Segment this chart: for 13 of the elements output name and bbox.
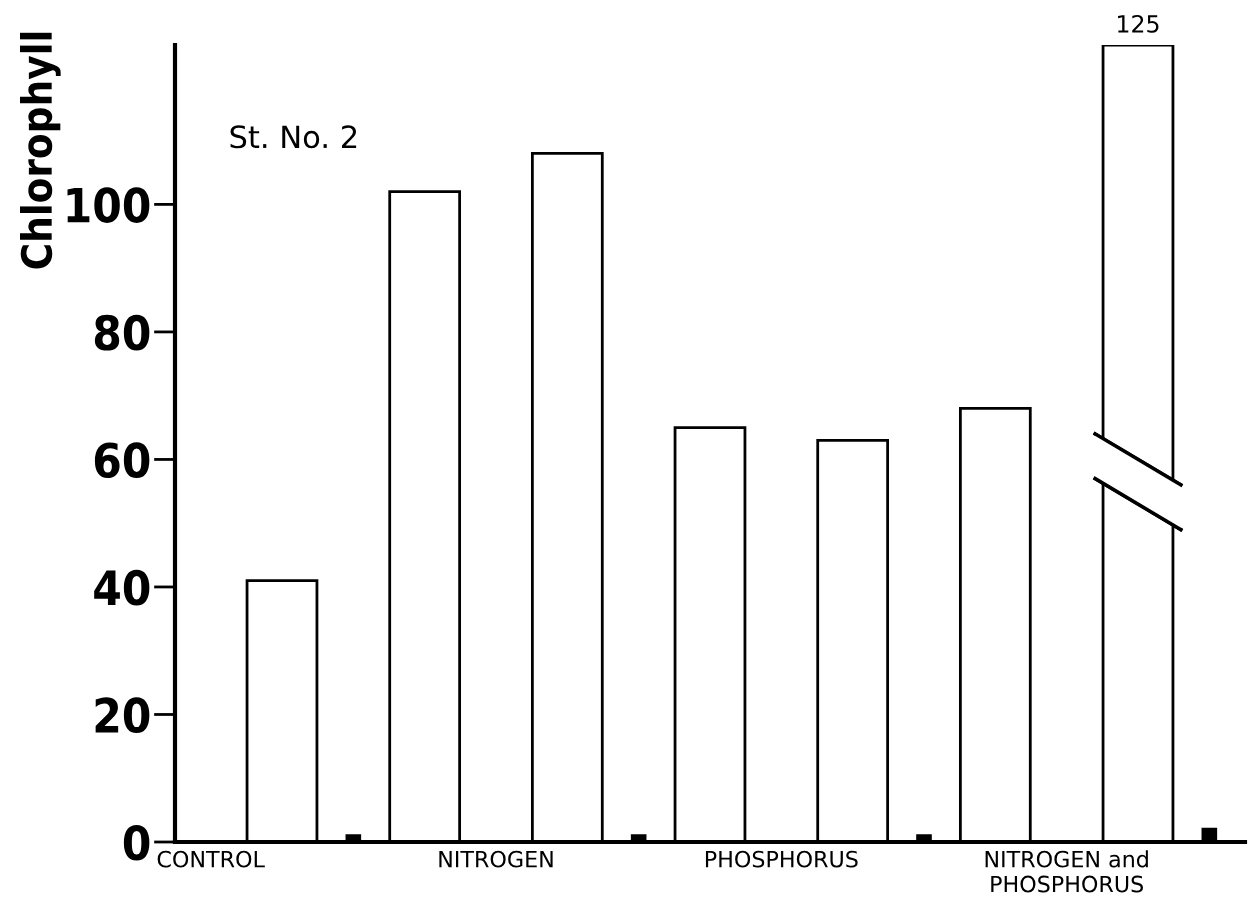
y-tick-label: 0 <box>123 824 150 861</box>
x-tick-label: PHOSPHORUS <box>705 850 858 868</box>
data-label: 125 <box>1118 14 1159 33</box>
y-tick-label: 40 <box>94 569 150 606</box>
y-axis-title: Chlorophyll <box>20 32 61 269</box>
x-tick-label: NITROGEN <box>439 850 553 868</box>
x-tick-label: NITROGEN and PHOSPHORUS <box>985 850 1148 893</box>
y-tick-label: 20 <box>95 697 150 734</box>
y-tick-label: 60 <box>94 442 150 479</box>
annotation: St. No. 2 <box>230 125 357 149</box>
y-tick-label: 100 <box>67 187 150 224</box>
y-tick-label: 80 <box>94 314 150 351</box>
x-tick-label: CONTROL <box>157 850 265 868</box>
